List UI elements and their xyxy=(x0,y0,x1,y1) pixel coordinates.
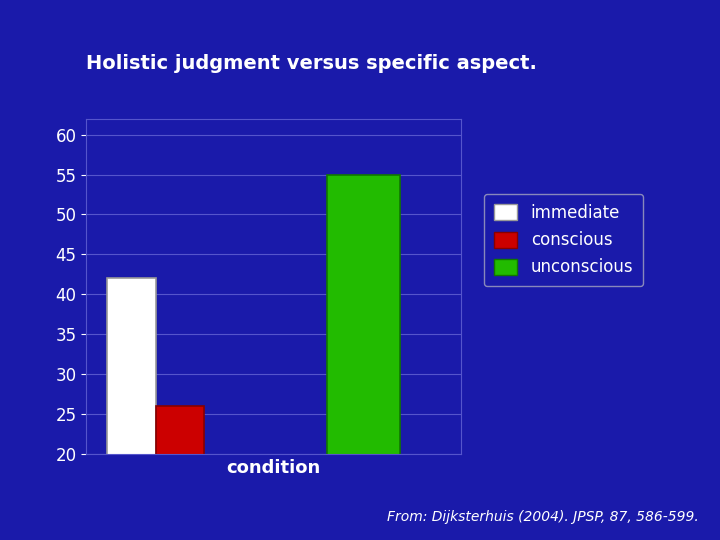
Text: Holistic judgment versus specific aspect.: Holistic judgment versus specific aspect… xyxy=(86,54,537,73)
X-axis label: condition: condition xyxy=(227,459,320,477)
Text: From: Dijksterhuis (2004). JPSP, 87, 586-599.: From: Dijksterhuis (2004). JPSP, 87, 586… xyxy=(387,510,698,524)
Bar xyxy=(328,174,400,540)
Legend: immediate, conscious, unconscious: immediate, conscious, unconscious xyxy=(484,194,644,286)
Bar xyxy=(107,278,156,540)
Bar xyxy=(156,406,204,540)
